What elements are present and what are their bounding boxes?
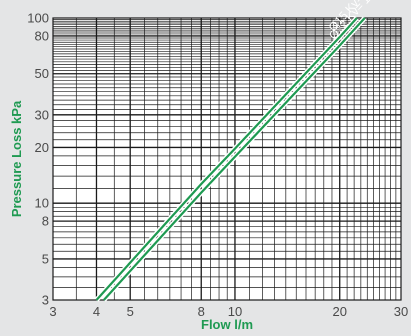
grid — [53, 18, 401, 300]
y-tick-label: 30 — [35, 107, 49, 122]
x-tick-label: 3 — [49, 304, 56, 319]
y-tick-label: 10 — [35, 196, 49, 211]
y-tick-label: 20 — [35, 140, 49, 155]
y-tick-label: 80 — [35, 28, 49, 43]
y-tick-label: 5 — [42, 251, 49, 266]
x-tick-label: 20 — [332, 304, 346, 319]
y-tick-label: 100 — [27, 11, 49, 26]
tick-labels: 3 4 5 8 10 20 30 3 5 8 10 20 30 50 80 100 — [27, 11, 408, 320]
x-tick-label: 30 — [394, 304, 408, 319]
y-tick-label: 50 — [35, 66, 49, 81]
y-tick-label: 8 — [42, 214, 49, 229]
plot-frame — [52, 17, 402, 301]
x-axis-title: Flow l/m — [201, 317, 253, 332]
x-tick-label: 10 — [228, 304, 242, 319]
x-tick-label: 8 — [198, 304, 205, 319]
series-line-1 — [95, 17, 358, 301]
series-line-2 — [103, 17, 366, 301]
y-tick-label: 3 — [42, 293, 49, 308]
y-axis-title: Pressure Loss kPa — [9, 100, 24, 217]
x-tick-label: 5 — [127, 304, 134, 319]
x-tick-label: 4 — [93, 304, 100, 319]
